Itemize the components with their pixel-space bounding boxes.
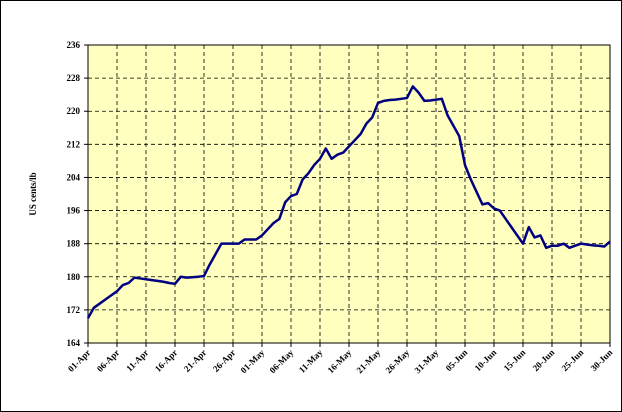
- y-tick-label: 212: [67, 139, 81, 149]
- y-tick-label: 204: [67, 172, 81, 182]
- y-tick-label: 220: [67, 106, 81, 116]
- data-line: [86, 85, 611, 319]
- y-tick-label: 236: [67, 40, 81, 50]
- y-tick-label: 228: [67, 73, 81, 83]
- y-tick-label: 172: [67, 305, 81, 315]
- y-tick-label: 180: [67, 272, 81, 282]
- y-tick-label: 196: [67, 206, 81, 216]
- y-tick-label: 188: [67, 239, 81, 249]
- y-tick-label: 164: [67, 338, 81, 348]
- y-axis-label: US cents/lb: [28, 172, 38, 215]
- plot-border: [87, 44, 611, 344]
